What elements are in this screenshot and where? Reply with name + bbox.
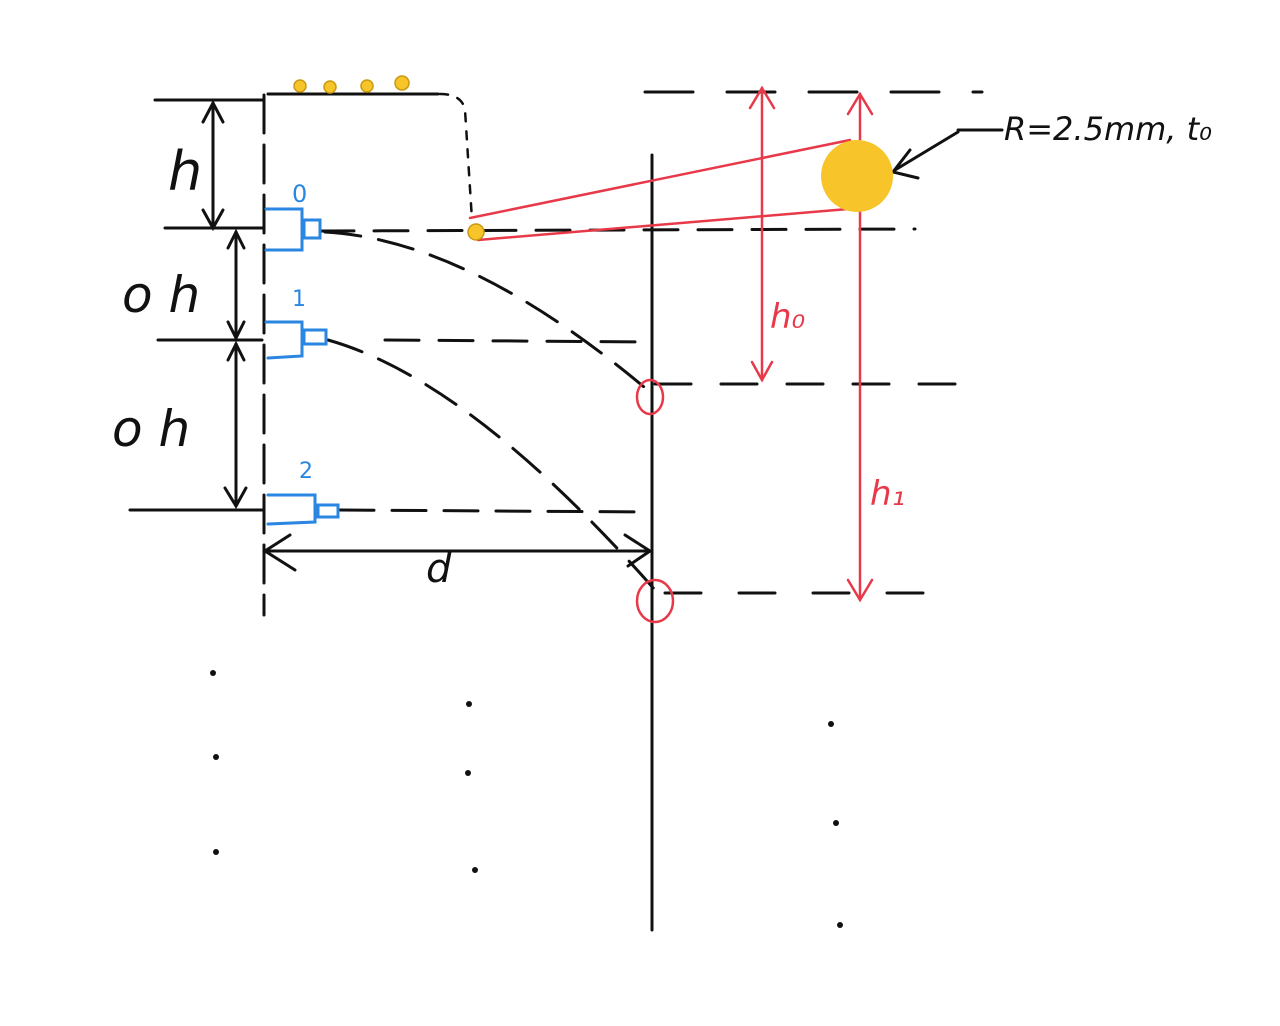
camera-label-0: 0 <box>292 180 307 208</box>
h1-arrow-up <box>846 91 874 116</box>
drop-path <box>438 92 474 222</box>
falling-ball-icon <box>467 223 485 241</box>
level-0-guide <box>318 227 917 233</box>
vertical-ellipsis-icon <box>210 670 843 928</box>
view-ray-upper <box>468 138 852 220</box>
label-h1: h₁ <box>870 474 905 514</box>
hit-marker-lower <box>635 578 675 624</box>
note-arrow-head <box>890 148 920 180</box>
ball-icon <box>323 80 337 94</box>
label-d: d <box>426 546 452 592</box>
d-arrow-right <box>623 533 653 568</box>
view-ray-lower <box>476 206 862 242</box>
note-arrow-shaft <box>893 130 960 172</box>
h-arrow-up <box>201 99 225 124</box>
oh-upper-arrow-down <box>226 320 246 342</box>
label-radius-note: R=2.5mm, t₀ <box>1004 110 1212 148</box>
label-oh-upper: o h <box>122 266 200 324</box>
oh-lower-arrow-down <box>223 486 248 509</box>
h0-arrow-up <box>748 85 776 110</box>
camera-label-2: 2 <box>299 459 313 484</box>
camera-icon <box>264 320 328 360</box>
camera-icon <box>266 493 340 526</box>
trajectory-0 <box>323 230 652 394</box>
ball-icon <box>293 79 307 93</box>
cameras <box>264 207 340 526</box>
hit-marker-upper <box>635 378 665 416</box>
d-arrow-left <box>262 533 297 572</box>
camera-icon <box>264 207 322 252</box>
label-h0: h₀ <box>770 297 806 337</box>
ball-icon <box>394 75 410 91</box>
camera-label-1: 1 <box>292 287 306 312</box>
h0-arrow-down <box>750 360 774 383</box>
level-2-guide <box>338 508 652 514</box>
oh-upper-arrow-up <box>226 228 246 250</box>
oh-lower-arrow-up <box>226 340 246 362</box>
h-arrow-down <box>201 208 225 232</box>
magnified-ball-icon <box>821 140 893 212</box>
label-oh-lower: o h <box>112 400 190 458</box>
ball-icon <box>360 79 374 93</box>
trajectory-1 <box>326 338 657 592</box>
label-h: h <box>168 140 202 203</box>
h1-arrow-down <box>846 578 874 603</box>
red-markings <box>468 85 874 624</box>
structure-lines <box>128 90 1004 932</box>
level-1-guide <box>383 338 652 344</box>
balls <box>293 75 893 241</box>
